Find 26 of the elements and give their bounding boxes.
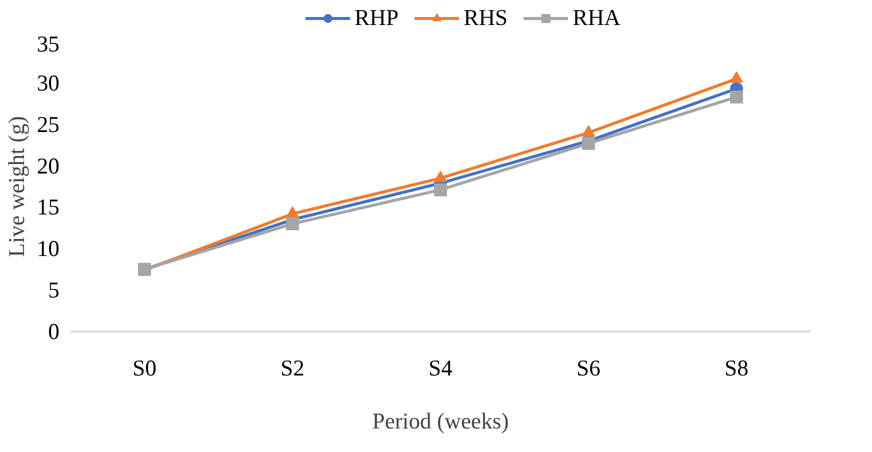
y-tick-label: 0 [48, 319, 60, 344]
y-tick-label: 35 [36, 32, 60, 56]
legend-label: RHA [572, 5, 620, 31]
y-tick-label: 5 [48, 278, 60, 303]
y-axis-title: Live weight (g) [4, 116, 29, 257]
legend-label: RHP [354, 5, 399, 31]
point [286, 206, 299, 218]
legend-label: RHS [464, 5, 508, 31]
y-tick-label: 15 [36, 194, 60, 220]
x-tick-label: S0 [132, 356, 156, 380]
y-tick-label: 20 [36, 153, 60, 178]
point [434, 170, 447, 182]
x-tick-label: S4 [428, 356, 452, 380]
point [434, 183, 447, 196]
x-axis-title: Period (weeks) [372, 408, 509, 434]
point [582, 125, 595, 137]
x-tick-label: S8 [724, 356, 748, 380]
y-tick-label: 25 [36, 112, 60, 137]
y-tick-label: 10 [36, 236, 60, 262]
y-tick-label: 30 [36, 70, 60, 96]
point [730, 71, 743, 83]
point [730, 90, 743, 104]
point [582, 136, 595, 150]
point [286, 217, 299, 230]
x-tick-label: S6 [576, 356, 600, 380]
x-tick-label: S2 [280, 356, 304, 380]
